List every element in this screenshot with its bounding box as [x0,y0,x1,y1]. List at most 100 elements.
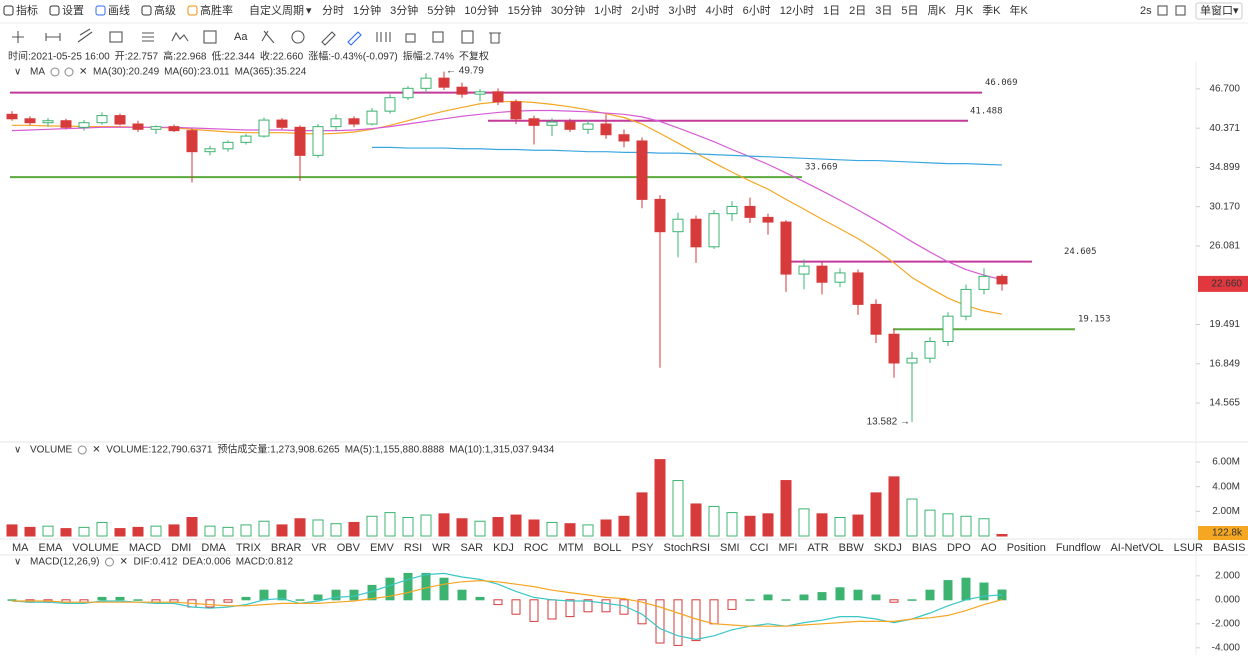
hide-tool[interactable] [291,30,305,44]
crosshair-tool[interactable] [12,31,24,43]
indicator-tab[interactable]: PSY [632,542,655,554]
period-item[interactable]: 1小时 [594,4,622,17]
period-item[interactable]: 季K [982,4,1001,17]
text-tool[interactable]: Aa [234,31,248,43]
expand-icon[interactable] [1157,5,1168,16]
custom-period[interactable]: 自定义周期 [249,3,304,17]
indicator-tab[interactable]: SMI [720,542,740,554]
window-button[interactable] [1195,2,1243,20]
panel-title: MA [30,67,45,78]
toolbar-item[interactable]: 高胜率 [200,3,233,17]
volume-bar [78,526,90,537]
eye-icon[interactable] [77,445,87,455]
edit-tool[interactable] [461,30,474,44]
period-item[interactable]: 30分钟 [551,3,585,17]
indicator-tab[interactable]: MTM [558,542,583,554]
indicator-tab[interactable]: ROC [524,542,549,554]
period-item[interactable]: 3分钟 [390,3,418,17]
indicator-tab[interactable]: AI-NetVOL [1110,542,1163,554]
macd-bar [925,589,935,601]
period-item[interactable]: 分时 [322,4,344,17]
period-item[interactable]: 10分钟 [464,3,498,17]
volume-bar [582,524,594,537]
indicator-tab[interactable]: WR [432,542,450,554]
period-item[interactable]: 3日 [875,5,892,17]
period-item[interactable]: 15分钟 [508,3,542,17]
period-item[interactable]: 6小时 [743,4,771,17]
indicator-tab[interactable]: StochRSI [664,542,710,554]
draw-toolbar [12,28,501,46]
brush-tool[interactable] [261,30,275,44]
indicator-tab[interactable]: EMA [39,542,64,554]
indicator-tab[interactable]: LSUR [1174,542,1203,554]
period-item[interactable]: 1分钟 [353,3,381,17]
period-item[interactable]: 周K [928,4,947,17]
rect-tool[interactable] [109,31,123,43]
eye-icon[interactable] [104,557,114,567]
macd-bar [277,589,287,601]
volume-bar [744,515,756,537]
window-icon[interactable] [1175,5,1186,16]
eye-icon[interactable] [64,67,74,77]
indicator-tab[interactable]: RSI [404,542,422,554]
period-item[interactable]: 年K [1010,3,1029,17]
indicator-tab[interactable]: TRIX [236,542,262,554]
indicator-tab[interactable]: BRAR [271,542,302,554]
indicator-tab[interactable]: AO [981,542,997,554]
pen-tool[interactable] [321,31,336,46]
indicator-tab[interactable]: VOLUME [72,542,118,554]
indicator-tab[interactable]: EMV [370,542,395,554]
eye-icon[interactable] [50,67,60,77]
indicator-tab[interactable]: KDJ [493,542,514,554]
period-item[interactable]: 2日 [849,5,866,17]
volume-bar [690,503,702,537]
indicator-tab[interactable]: VR [311,542,326,554]
toolbar-item[interactable]: 指标 [16,3,38,17]
lock-tool[interactable] [405,33,416,43]
channel-tool[interactable] [142,32,154,42]
window-mode[interactable]: 单窗口 [1200,3,1233,17]
toolbar-item[interactable]: 设置 [62,4,84,17]
period-item[interactable]: 4小时 [706,4,734,17]
wave-tool[interactable] [171,31,189,42]
measure-tool[interactable] [203,30,217,44]
copy-tool[interactable] [432,31,444,43]
period-item[interactable]: 月K [955,5,974,17]
indicator-tab[interactable]: BBW [839,542,865,554]
indicator-tab[interactable]: DMA [201,542,226,554]
period-item[interactable]: 3小时 [668,4,696,17]
indicator-tab[interactable]: Position [1007,542,1046,554]
macd-bar [313,594,323,601]
macd-bar [889,599,899,603]
refresh-rate[interactable]: 2s [1140,5,1152,17]
candle-body [204,148,216,153]
period-item[interactable]: 2小时 [631,4,659,17]
indicator-tab[interactable]: SAR [460,542,483,554]
indicator-tab[interactable]: SKDJ [874,542,902,554]
toolbar-item[interactable]: 高级 [154,3,176,17]
indicator-tab[interactable]: DPO [947,542,971,554]
indicator-tab[interactable]: BASIS [1213,542,1245,554]
indicator-tab[interactable]: MACD [129,542,161,554]
trend-tool[interactable] [77,28,93,43]
indicator-tab[interactable]: CCI [750,542,769,554]
period-item[interactable]: 5日 [901,5,918,17]
indicator-tab[interactable]: ATR [807,542,828,554]
indicator-tab[interactable]: DMI [171,542,191,554]
toolbar-item[interactable]: 画线 [108,3,130,17]
indicator-tab[interactable]: OBV [337,542,361,554]
line-tool[interactable] [45,33,61,41]
candle-body [240,135,252,143]
indicator-tab[interactable]: Fundflow [1056,542,1101,554]
indicator-tab[interactable]: MA [12,542,29,554]
period-item[interactable]: 5分钟 [427,3,455,17]
period-item[interactable]: 12小时 [780,4,814,17]
indicator-tab[interactable]: BOLL [593,542,621,554]
period-item[interactable]: 1日 [823,5,840,17]
macd-bar [331,589,341,601]
bars-tool[interactable] [376,32,391,42]
magnet-tool[interactable] [347,31,362,46]
indicator-tab[interactable]: MFI [779,542,798,554]
indicator-tab[interactable]: BIAS [912,542,937,554]
delete-tool[interactable] [489,32,501,44]
